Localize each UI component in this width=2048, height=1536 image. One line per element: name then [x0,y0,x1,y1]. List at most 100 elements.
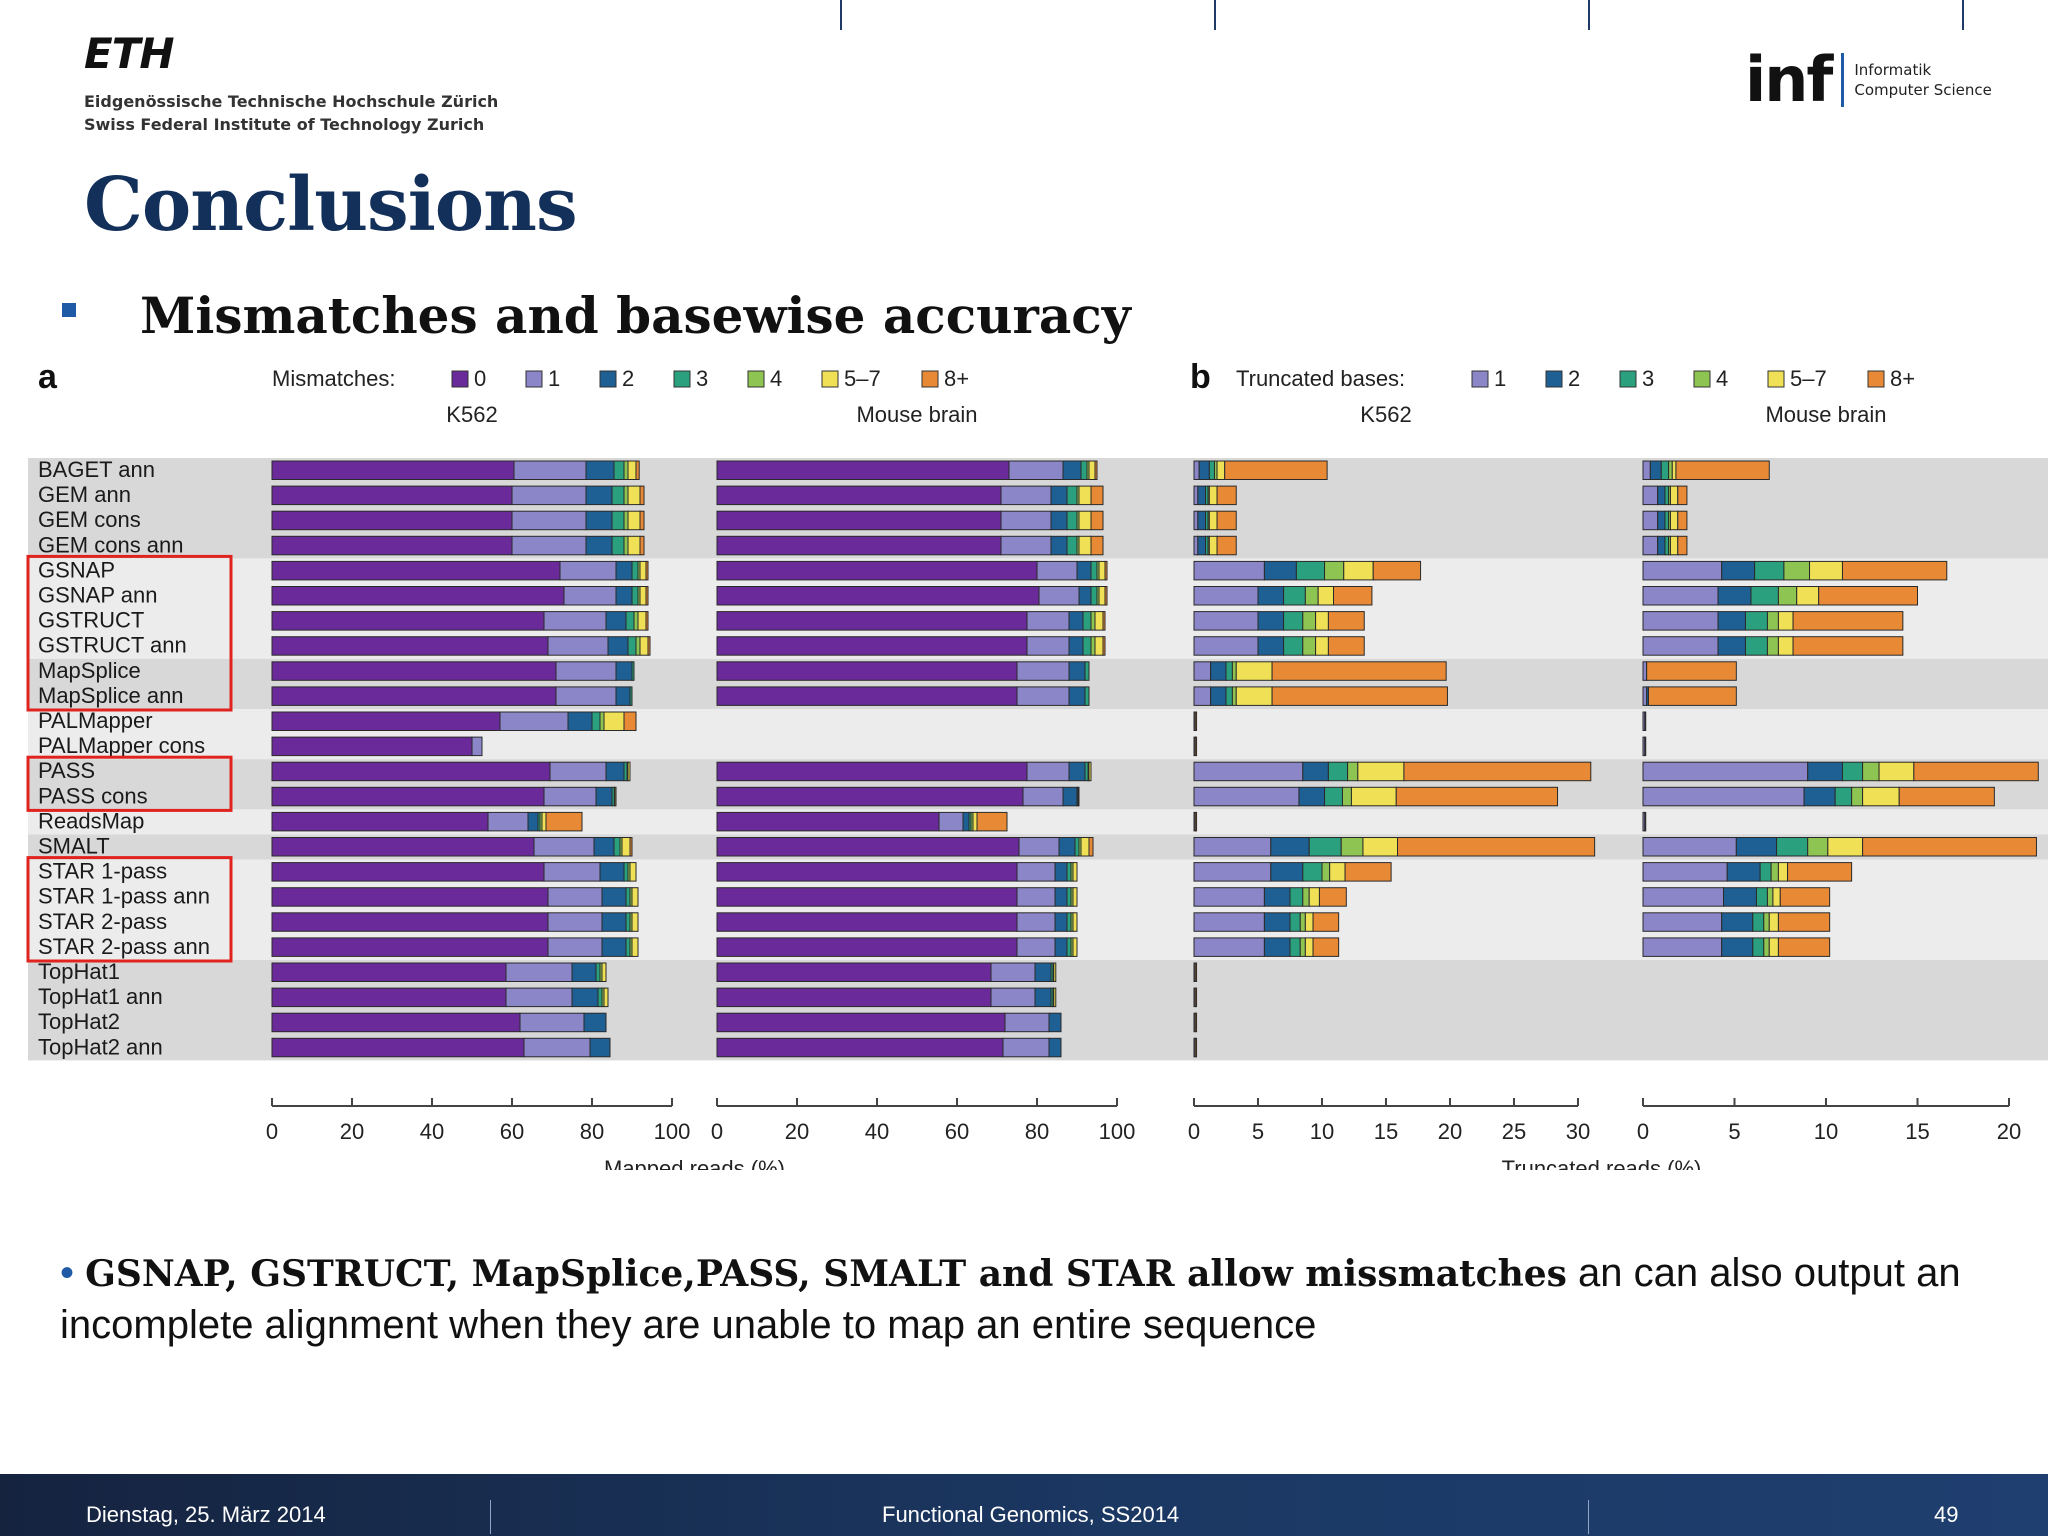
bar-segment [1644,736,1647,757]
bar-segment [605,761,625,782]
highlight-box [26,755,233,812]
row-label: GSTRUCT ann [38,633,187,658]
bar-segment [716,586,1040,606]
eth-logo: ETH Eidgenössische Technische Hochschule… [84,32,498,136]
bar-segment [555,686,617,706]
bar-segment [1068,611,1084,631]
x-tick-label: 15 [1374,1119,1398,1144]
row-label: STAR 2-pass [38,909,167,934]
bar-segment [990,962,1036,982]
bar-segment [631,912,639,932]
bar-segment [1642,586,1719,606]
bar-segment [623,510,629,531]
bar-segment [1295,560,1326,581]
row-label: GEM ann [38,482,131,507]
legend-label: 1 [548,366,560,391]
bar-segment [513,460,587,480]
bar-segment [1642,862,1728,882]
row-label: TopHat2 ann [38,1034,163,1059]
bar-segment [1016,937,1056,957]
bar-segment [1642,460,1651,480]
bar-segment [1283,611,1304,631]
x-tick-label: 100 [654,1119,691,1144]
bar-segment [627,485,641,506]
bar-segment [1257,636,1285,656]
bar-segment [1072,887,1078,907]
bar-segment [1008,460,1064,480]
bar-segment [567,711,593,731]
bar-segment [1263,937,1291,957]
bar-segment [1312,912,1340,932]
bar-segment [1263,887,1291,907]
bar-segment [1878,761,1915,782]
bar-segment [1062,460,1082,480]
bar-segment [1235,686,1273,706]
bar-segment [1308,887,1320,907]
bar-segment [1862,761,1880,782]
bar-segment [1321,862,1331,882]
bar-segment [271,485,513,506]
bar-segment [1675,460,1770,480]
bar-segment [585,460,615,480]
bar-segment [1777,912,1831,932]
legend-label: 2 [622,366,634,391]
bar-segment [639,510,645,531]
footer-separator [1588,1500,1589,1534]
x-tick-label: 0 [1188,1119,1200,1144]
bar-segment [601,912,627,932]
bar-segment [1796,586,1820,606]
inf-logo: inf Informatik Computer Science [1745,48,1992,112]
bar-segment [1210,686,1227,706]
bar-segment [1208,535,1218,556]
bar-segment [1642,611,1719,631]
bar-segment [716,937,1018,957]
x-tick-label: 20 [340,1119,364,1144]
legend-swatch [1867,370,1885,388]
bar-segment [1660,460,1670,480]
bar-segment [1752,937,1765,957]
bar-segment [621,837,631,857]
bar-segment [523,1037,591,1058]
bar-segment [1302,862,1323,882]
bar-segment [1224,460,1328,480]
bar-segment [1034,962,1052,982]
legend-label: 3 [696,366,708,391]
inf-subtitle-en: Computer Science [1854,81,1992,99]
bar-segment [1077,786,1080,807]
bar-segment [601,887,627,907]
bar-segment [1766,887,1774,907]
bar-segment [1763,912,1770,932]
bar-segment [1193,611,1259,631]
bar-segment [716,560,1038,581]
legend-swatch [747,370,765,388]
row-label: GSNAP ann [38,583,157,608]
x-tick-label: 10 [1310,1119,1334,1144]
bar-segment [716,786,1024,807]
bar-segment [1644,811,1647,832]
x-tick-label: 20 [785,1119,809,1144]
row-label: MapSplice [38,658,141,683]
bar-segment [1193,837,1272,857]
bar-segment [601,962,607,982]
bar-segment [625,912,631,932]
bar-segment [1208,485,1218,506]
bar-segment [1357,761,1405,782]
row-label: STAR 2-pass ann [38,934,210,959]
bar-segment [629,837,633,857]
bar-segment [271,761,551,782]
bar-segment [1642,937,1723,957]
bar-segment [1048,1037,1062,1058]
legend-swatch [921,370,939,388]
bar-segment [1642,761,1809,782]
footnote-rest: an can also output an incomplete alignme… [60,1251,1961,1347]
bar-segment [1333,586,1373,606]
bar-segment [1084,661,1090,681]
bar-segment [716,987,992,1008]
bar-segment [271,711,501,731]
x-tick-label: 60 [500,1119,524,1144]
bar-segment [1717,611,1746,631]
bar-segment [1257,611,1285,631]
bar-segment [615,560,633,581]
bar-segment [1343,560,1374,581]
bar-segment [1094,460,1098,480]
